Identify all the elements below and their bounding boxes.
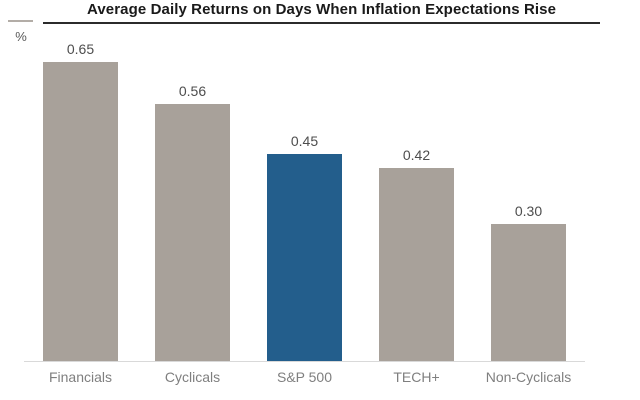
chart-title: Average Daily Returns on Days When Infla… xyxy=(43,1,600,24)
bar-value-label: 0.30 xyxy=(514,203,543,219)
category-label: Cyclicals xyxy=(164,369,221,385)
bar-s-p-500 xyxy=(267,154,342,362)
y-axis-unit-label: % xyxy=(15,29,27,44)
category-label: Financials xyxy=(48,369,113,385)
bar-financials xyxy=(43,62,118,362)
bar-value-label: 0.45 xyxy=(290,133,319,149)
x-axis-line xyxy=(24,361,585,362)
category-label: Non-Cyclicals xyxy=(485,369,572,385)
bar-cyclicals xyxy=(155,104,230,362)
bar-value-label: 0.42 xyxy=(402,147,431,163)
title-underline-left-segment xyxy=(8,20,33,22)
bar-tech- xyxy=(379,168,454,362)
bar-non-cyclicals xyxy=(491,224,566,362)
bar-value-label: 0.56 xyxy=(178,83,207,99)
bar-value-label: 0.65 xyxy=(66,41,95,57)
category-label: TECH+ xyxy=(393,369,440,385)
category-label: S&P 500 xyxy=(276,369,332,385)
